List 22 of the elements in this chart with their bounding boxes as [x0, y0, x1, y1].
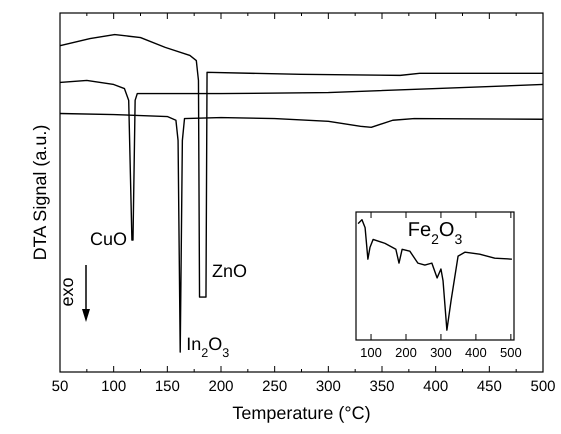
- x-tick-label: 450: [476, 378, 502, 395]
- x-tick-label: 100: [360, 345, 382, 360]
- x-tick-label: 150: [154, 378, 180, 395]
- x-tick-label: 400: [423, 378, 448, 395]
- x-tick-label: 250: [262, 378, 288, 395]
- x-tick-label: 200: [208, 378, 234, 395]
- x-tick-label: 50: [52, 378, 68, 395]
- chart-title: Fe$_{2}$O$_{3}$: [408, 219, 462, 247]
- x-tick-label: 300: [430, 345, 452, 360]
- annotation: CuO: [90, 229, 127, 250]
- x-tick-label: 500: [530, 378, 556, 395]
- x-tick-label: 200: [395, 345, 417, 360]
- x-tick-label: 500: [500, 345, 522, 360]
- annotation: ZnO: [212, 261, 247, 282]
- y-axis-title: DTA Signal (a.u.): [30, 124, 50, 260]
- x-tick-label: 400: [465, 345, 487, 360]
- annotation: exo: [57, 277, 77, 307]
- annotation: In$_{2}$O$_{3}$: [186, 334, 230, 360]
- x-tick-label: 350: [369, 378, 395, 395]
- x-axis-title: Temperature (°C): [232, 403, 371, 423]
- x-tick-label: 300: [316, 378, 341, 395]
- x-tick-label: 100: [101, 378, 126, 395]
